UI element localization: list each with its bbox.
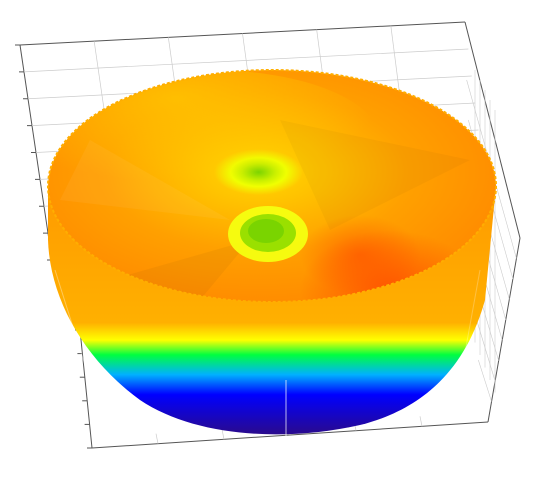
center-depression (228, 206, 308, 262)
axis-line (79, 329, 93, 449)
disc-rim (47, 69, 497, 303)
grid-line (23, 48, 469, 73)
axis-line (487, 237, 521, 423)
disc-top-surface (48, 70, 496, 302)
grid-line (419, 416, 423, 427)
grid-line (478, 359, 492, 402)
grid-line (476, 319, 496, 382)
axis-line (464, 21, 521, 239)
grid-line (155, 433, 159, 444)
grid-line (221, 429, 225, 440)
